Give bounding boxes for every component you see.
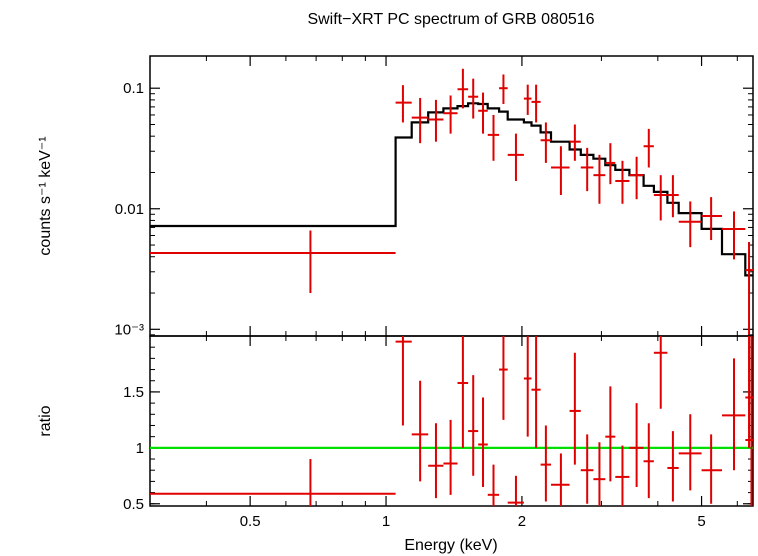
data-point [478,397,488,487]
data-point [457,336,469,448]
data-point [701,197,723,241]
data-point [569,124,581,161]
data-point [499,74,508,104]
data-point [443,419,458,495]
ratio-data-points [150,336,753,506]
y-tick-label: 1.5 [123,384,144,401]
data-point [643,423,654,499]
spectrum-data-points [150,68,753,335]
data-point [605,386,616,482]
data-point [643,128,654,168]
data-point [468,375,479,476]
model-step-line [150,102,753,277]
data-point [531,336,541,448]
data-point [499,336,508,420]
y-tick-label: 0.01 [115,201,144,218]
x-tick-label: 5 [697,513,705,530]
data-point [487,464,500,506]
data-point [678,201,702,248]
x-tick-label: 0.5 [240,513,261,530]
spectrum-y-label: counts s⁻¹ keV⁻¹ [37,136,54,255]
ratio-x-axis: 0.5 1 2 5 [205,336,738,530]
data-point [487,114,500,161]
data-point [653,336,668,409]
data-point [428,99,444,142]
chart-title: Swift−XRT PC spectrum of GRB 080516 [307,11,594,28]
spectrum-panel: 0.1 0.01 10⁻³ counts s⁻¹ keV⁻¹ [37,55,754,338]
y-tick-label: 1 [136,440,144,457]
data-point [593,442,606,506]
data-point [722,358,746,471]
data-point [478,92,488,134]
x-tick-label: 2 [518,513,526,530]
ratio-y-axis: 0.5 1 1.5 [123,346,753,513]
data-point [551,453,570,506]
data-point [653,175,668,221]
y-tick-label: 0.1 [123,80,144,97]
y-tick-label: 0.5 [123,496,144,513]
data-point [395,336,412,426]
x-axis-label: Energy (keV) [404,537,497,554]
data-point [605,143,616,185]
data-point [569,352,581,465]
data-point [580,147,594,192]
data-point [411,380,429,482]
data-point [615,160,630,204]
model-curve [150,102,753,277]
data-point [428,423,444,499]
data-point [507,133,524,181]
data-point [551,146,570,196]
data-point [745,241,753,335]
data-point [667,175,679,218]
data-point [667,431,679,502]
y-tick-label: 10⁻³ [114,321,144,338]
data-point [150,230,396,294]
data-point [745,336,753,506]
data-point [457,68,469,109]
data-point [395,85,412,123]
spectrum-x-ticks [205,56,738,336]
data-point [629,403,644,487]
data-point [507,475,524,506]
spectrum-y-axis: 0.1 0.01 10⁻³ [114,80,753,338]
data-point [615,445,630,506]
data-point [443,95,458,134]
data-point [678,414,702,491]
data-point [150,459,396,506]
data-point [701,434,723,504]
data-point [629,156,644,200]
data-point [580,434,594,504]
data-point [468,78,479,119]
data-point [540,122,552,163]
ratio-frame [149,335,754,507]
data-point [523,84,532,115]
data-point [722,211,746,260]
data-point [540,425,552,502]
ratio-y-label: ratio [37,405,54,436]
ratio-panel: 0.5 1 1.5 0.5 1 2 5 ratio [37,335,754,530]
x-tick-label: 1 [382,513,390,530]
data-point [411,97,429,144]
data-point [523,336,532,437]
data-point [593,154,606,204]
data-point [531,84,541,123]
